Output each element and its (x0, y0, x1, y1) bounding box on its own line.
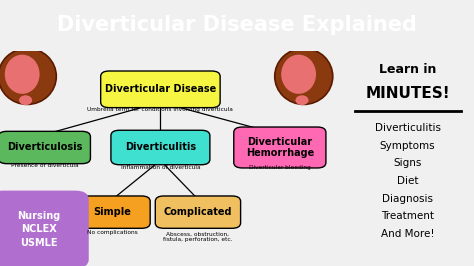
Text: Diverticular Disease Explained: Diverticular Disease Explained (57, 15, 417, 35)
Text: Diagnosis: Diagnosis (382, 194, 433, 204)
Text: Diverticular Disease: Diverticular Disease (105, 84, 216, 94)
Text: Treatment: Treatment (381, 211, 434, 221)
FancyBboxPatch shape (100, 71, 220, 108)
FancyBboxPatch shape (234, 127, 326, 168)
Text: Learn in: Learn in (379, 63, 437, 76)
Ellipse shape (0, 48, 56, 105)
Text: And More!: And More! (381, 229, 435, 239)
FancyBboxPatch shape (75, 196, 150, 228)
FancyBboxPatch shape (0, 190, 89, 266)
Text: Simple: Simple (94, 207, 132, 217)
Text: Symptoms: Symptoms (380, 141, 436, 151)
Ellipse shape (275, 48, 333, 105)
Text: MINUTES!: MINUTES! (365, 86, 450, 101)
Text: Inflammation of diverticula: Inflammation of diverticula (120, 165, 200, 171)
Text: Diverticulosis: Diverticulosis (7, 143, 82, 152)
Text: No complications: No complications (87, 230, 138, 235)
Text: Signs: Signs (393, 159, 422, 168)
Ellipse shape (295, 95, 309, 105)
Text: Presence of diverticula: Presence of diverticula (10, 163, 78, 168)
FancyBboxPatch shape (0, 131, 91, 164)
Ellipse shape (19, 95, 32, 105)
Ellipse shape (5, 55, 40, 94)
Text: Umbrella term for conditions involving diverticula: Umbrella term for conditions involving d… (88, 107, 233, 112)
Text: Abscess, obstruction,
fistula, perforation, etc.: Abscess, obstruction, fistula, perforati… (163, 231, 233, 242)
Text: Diverticulitis: Diverticulitis (125, 143, 196, 152)
FancyBboxPatch shape (155, 196, 241, 228)
FancyBboxPatch shape (111, 130, 210, 165)
Text: Diverticulitis: Diverticulitis (374, 123, 441, 133)
Text: Complicated: Complicated (164, 207, 232, 217)
Text: Diet: Diet (397, 176, 419, 186)
Text: Nursing
NCLEX
USMLE: Nursing NCLEX USMLE (18, 211, 61, 248)
Text: Diverticular
Hemorrhage: Diverticular Hemorrhage (246, 137, 314, 158)
Ellipse shape (281, 55, 316, 94)
Text: Diverticular bleeding: Diverticular bleeding (249, 165, 311, 171)
